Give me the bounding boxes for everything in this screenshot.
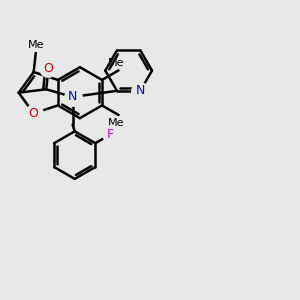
Text: O: O [44,61,53,75]
Text: Me: Me [108,58,125,68]
Text: Me: Me [108,118,125,128]
Text: F: F [107,128,114,141]
Text: N: N [68,90,77,104]
Text: O: O [29,107,39,120]
Text: Me: Me [28,40,44,50]
Text: N: N [136,84,145,97]
